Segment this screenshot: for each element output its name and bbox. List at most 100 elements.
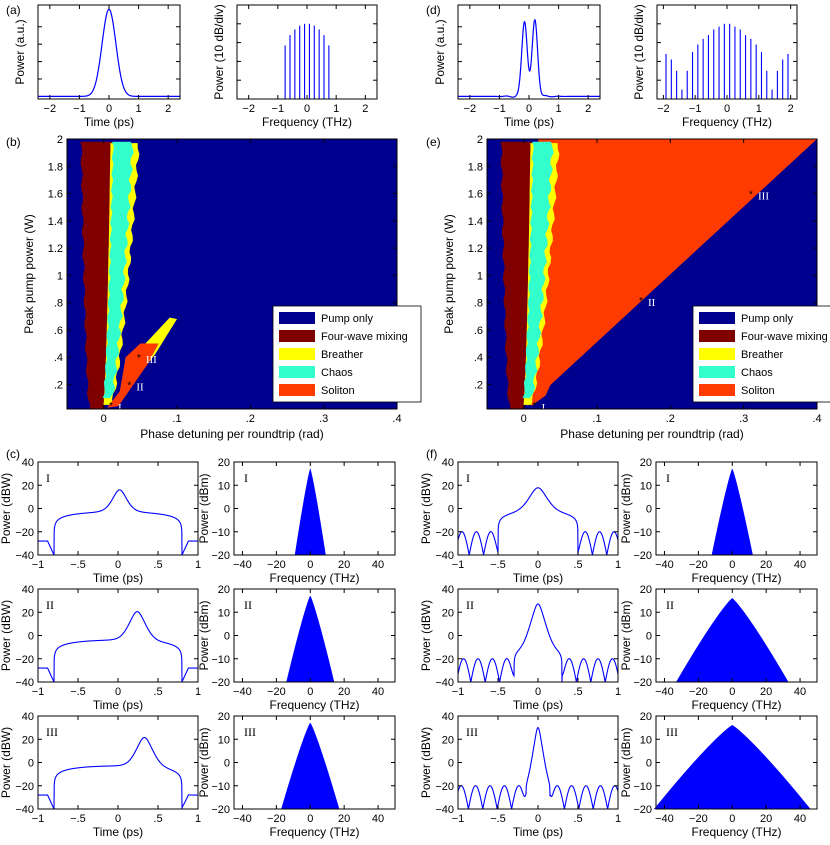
x-tick-label: 0 <box>106 103 112 115</box>
legend-swatch <box>279 366 315 378</box>
y-tick-label: 10 <box>218 607 230 619</box>
y-tick-label: 1.4 <box>48 216 63 228</box>
x-tick-label: −20 <box>267 559 286 571</box>
x-axis-label: Time (ps) <box>513 825 563 839</box>
legend-entry: Pump only <box>741 313 793 325</box>
x-tick-label: −1 <box>452 686 465 698</box>
stability-map-b: * I * II * III 0 .1 .2 .3 .4 .2 .4 .6 .8 1 1.2 1.4 1.6 1.8 2… <box>22 134 422 441</box>
x-tick-label: −1 <box>689 103 702 115</box>
y-tick-label: .8 <box>54 298 63 310</box>
comb-plot-d2: −2 −1 0 1 2 Frequency (THz) Power (10 dB/div) <box>632 4 798 129</box>
y-tick-label: 0 <box>448 504 454 516</box>
y-tick-label: −10 <box>211 527 230 539</box>
legend: Pump only Four-wave mixing Breather Chaos So… <box>272 305 422 403</box>
marker-label: II <box>648 297 656 309</box>
row-label: III <box>244 725 256 739</box>
x-tick-label: 1 <box>615 813 621 825</box>
x-tick-label: 0 <box>307 686 313 698</box>
y-tick-label: 1.6 <box>48 189 63 201</box>
x-axis-label: Frequency (THz) <box>691 571 781 585</box>
y-tick-label: 40 <box>442 584 454 596</box>
x-tick-label: −2 <box>44 103 57 115</box>
legend-swatch <box>279 348 315 360</box>
x-tick-label: 2 <box>362 103 368 115</box>
x-tick-label: 40 <box>372 559 384 571</box>
x-tick-label: −40 <box>655 813 674 825</box>
x-tick-label: −2 <box>242 103 255 115</box>
y-axis-label: Power (dBm) <box>197 473 211 543</box>
x-tick-label: −2 <box>464 103 477 115</box>
time-trace-f-1: II −1 −.5 0 .5 1 −40 −20 0 20 40 Time (ps) Power (dB… <box>419 584 621 712</box>
x-tick-label: 40 <box>794 559 806 571</box>
y-tick-label: −10 <box>633 527 652 539</box>
panel-letter: (a) <box>6 3 21 17</box>
y-tick-label: 40 <box>22 711 34 723</box>
marker-label: III <box>758 191 769 203</box>
y-tick-label: .6 <box>54 325 63 337</box>
y-tick-label: .4 <box>474 352 483 364</box>
x-tick-label: .5 <box>153 559 162 571</box>
plot-frame <box>37 715 199 810</box>
x-tick-label: −1 <box>32 559 45 571</box>
x-tick-label: 40 <box>794 686 806 698</box>
x-axis-label: Phase detuning per roundtrip (rad) <box>140 427 323 441</box>
y-axis-label: Power (a.u.) <box>13 19 27 84</box>
x-axis-label: Time (ps) <box>504 115 554 129</box>
x-tick-label: 0 <box>304 103 310 115</box>
row-label: I <box>466 471 470 485</box>
y-axis-label: Power (10 dB/div) <box>632 4 646 99</box>
pulse-line <box>458 18 600 98</box>
row-label: I <box>244 471 248 485</box>
x-tick-label: .5 <box>153 686 162 698</box>
legend-entry: Breather <box>741 349 784 361</box>
region-soliton <box>107 343 159 408</box>
marker-star: * <box>749 190 753 201</box>
y-tick-label: 10 <box>218 734 230 746</box>
plot-frame <box>656 4 798 100</box>
spectrum-fill <box>653 725 811 810</box>
x-tick-label: 20 <box>338 686 350 698</box>
y-tick-label: −20 <box>633 550 652 562</box>
y-tick-label: −40 <box>15 804 34 816</box>
y-tick-label: .6 <box>474 325 483 337</box>
marker-label: I <box>118 402 122 414</box>
x-axis-label: Time (ps) <box>93 571 143 585</box>
y-tick-label: −20 <box>211 804 230 816</box>
x-tick-label: 1 <box>195 559 201 571</box>
y-tick-label: 20 <box>218 457 230 469</box>
x-axis-label: Frequency (THz) <box>691 825 781 839</box>
y-tick-label: −10 <box>211 781 230 793</box>
spectrum-fill <box>294 468 326 556</box>
marker-label: II <box>136 381 144 393</box>
x-tick-label: 0 <box>729 813 735 825</box>
time-trace-c-2: III −1 −.5 0 .5 1 −40 −20 0 20 40 Time (ps) Power (d… <box>0 711 201 839</box>
pulse-line <box>38 8 180 97</box>
x-tick-label: .2 <box>246 413 255 425</box>
y-tick-label: 20 <box>442 607 454 619</box>
legend-entry: Pump only <box>321 313 373 325</box>
legend: Pump only Four-wave mixing Breather Chaos So… <box>692 305 830 403</box>
x-tick-label: 0 <box>535 813 541 825</box>
y-tick-label: 0 <box>224 631 230 643</box>
y-tick-label: 10 <box>218 480 230 492</box>
x-tick-label: .2 <box>666 413 675 425</box>
legend-swatch <box>699 312 735 324</box>
y-tick-label: −40 <box>435 677 454 689</box>
x-tick-label: .5 <box>573 686 582 698</box>
x-tick-label: .4 <box>812 413 821 425</box>
panel-letter: (f) <box>426 447 437 461</box>
x-tick-label: .5 <box>153 813 162 825</box>
panel-letter: (b) <box>6 135 21 149</box>
x-tick-label: 0 <box>115 559 121 571</box>
x-tick-label: .5 <box>573 559 582 571</box>
x-tick-label: 2 <box>165 103 171 115</box>
legend-swatch <box>279 384 315 396</box>
marker-star: * <box>137 353 141 364</box>
y-axis-label: Power (dBW) <box>0 727 13 798</box>
y-tick-label: −40 <box>435 804 454 816</box>
x-tick-label: −1 <box>32 813 45 825</box>
x-tick-label: 1 <box>615 686 621 698</box>
legend-swatch <box>699 330 735 342</box>
y-axis-label: Power (a.u.) <box>433 19 447 84</box>
